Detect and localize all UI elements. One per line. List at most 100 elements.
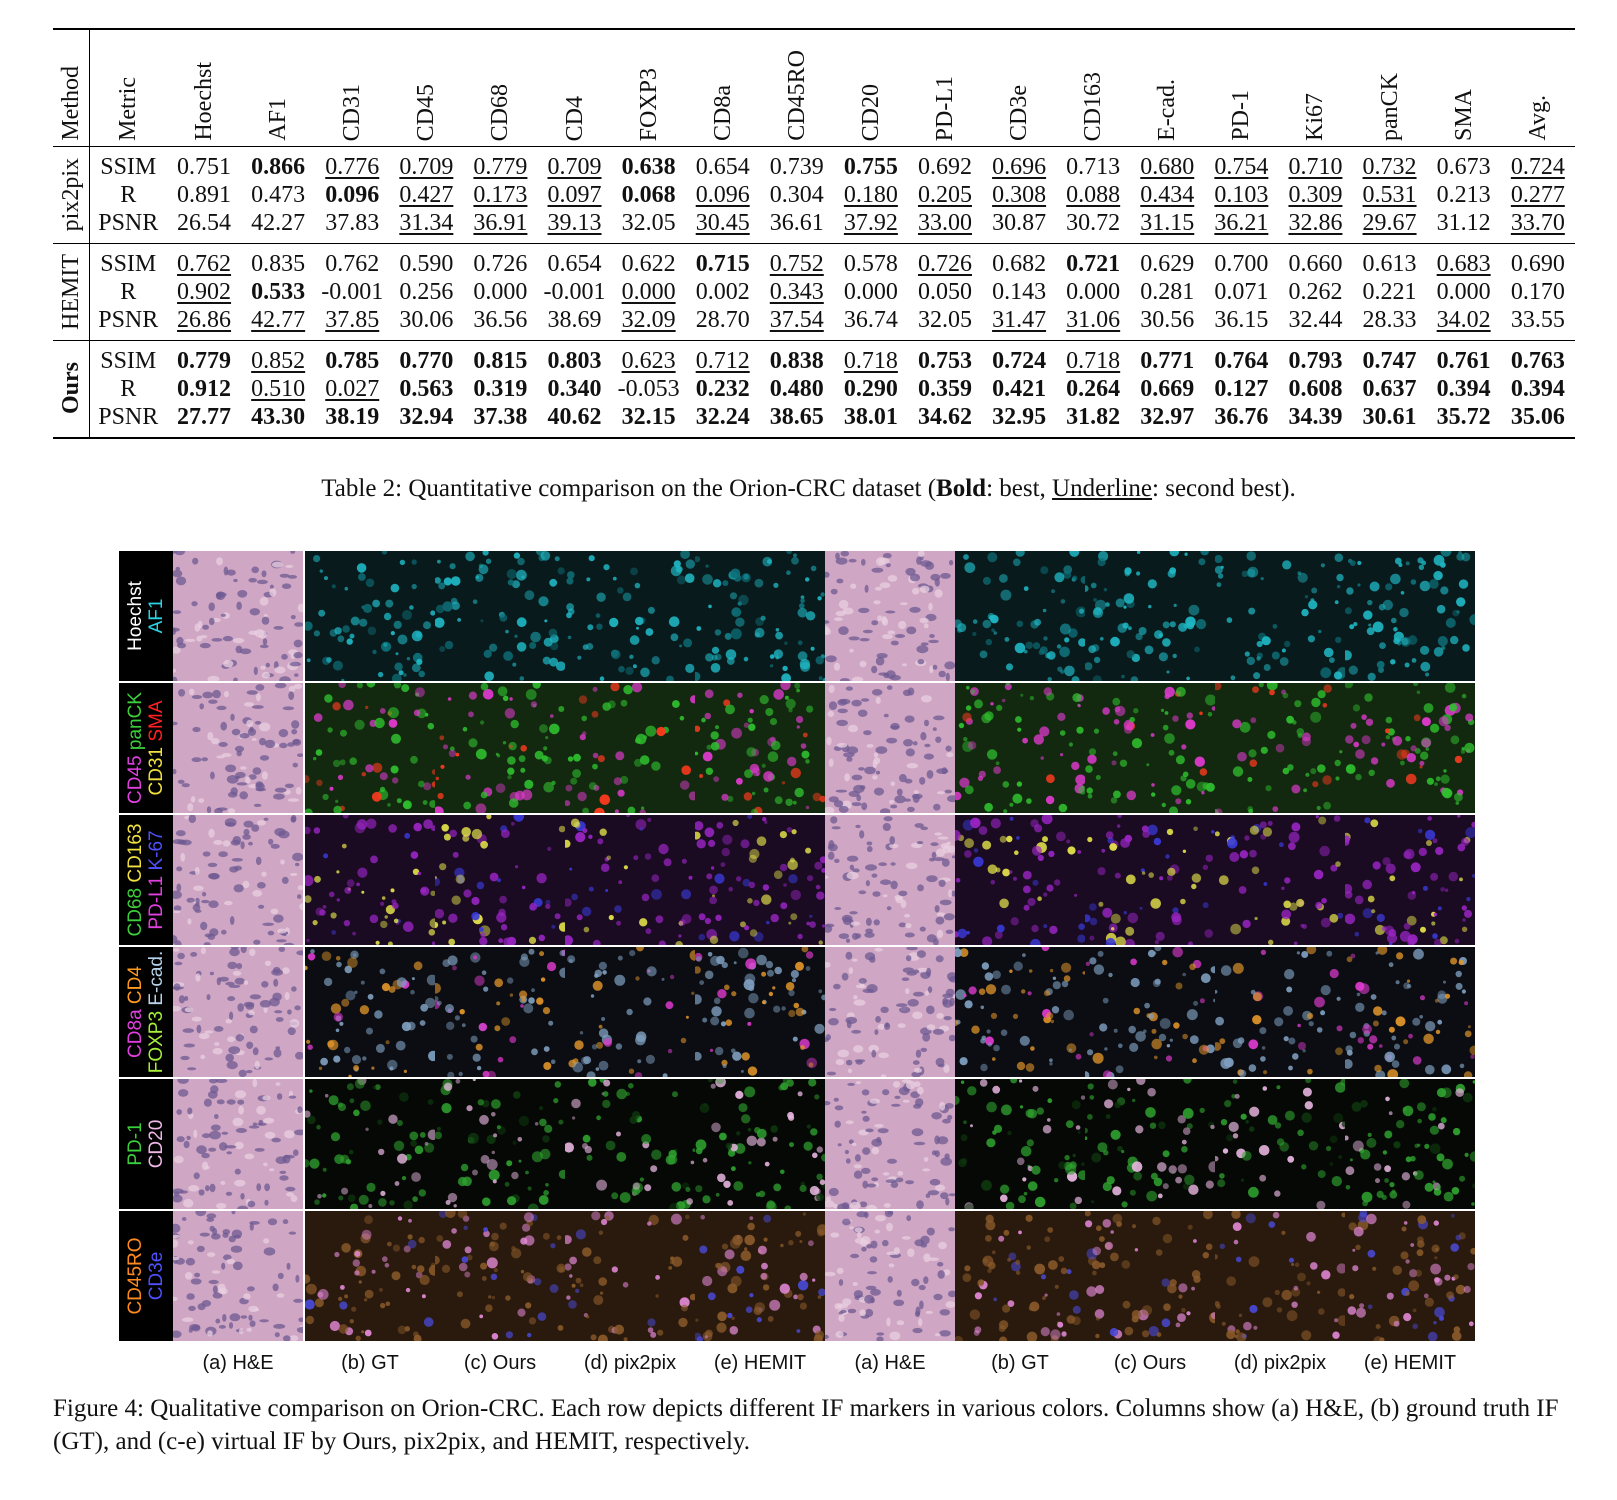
value-text: 0.000 <box>843 279 898 305</box>
value-text: 0.770 <box>399 348 454 374</box>
value-text: 0.473 <box>251 182 306 208</box>
value-text: 0.724 <box>1510 154 1565 180</box>
value-text: 0.394 <box>1436 376 1491 402</box>
value-cell: 0.000 <box>1056 278 1130 306</box>
header-sma: SMA <box>1427 29 1501 147</box>
value-text: 37.38 <box>473 404 528 430</box>
header-cd68: CD68 <box>463 29 537 147</box>
value-cell: 0.754 <box>1204 146 1279 181</box>
header-e-cad-: E-cad. <box>1130 29 1204 147</box>
pix2pix-if-image-tile <box>565 1211 695 1341</box>
value-cell: 0.277 <box>1501 181 1575 209</box>
value-cell: 0.000 <box>612 278 686 306</box>
value-text: 0.264 <box>1066 376 1121 402</box>
value-text: 0.170 <box>1510 279 1565 305</box>
figure-row: PD-1 CD20 <box>119 1079 1475 1209</box>
value-cell: 30.06 <box>389 306 463 341</box>
value-cell: 0.068 <box>612 181 686 209</box>
value-cell: 0.205 <box>908 181 982 209</box>
marker-label-line: PD-1 <box>125 1120 146 1169</box>
value-cell: 0.770 <box>389 340 464 375</box>
header-cd45ro: CD45RO <box>760 29 834 147</box>
value-text: -0.001 <box>321 279 384 305</box>
marker-label-line: CD3e <box>146 1237 167 1314</box>
value-cell: 38.69 <box>537 306 611 341</box>
value-cell: 0.071 <box>1204 278 1278 306</box>
value-cell: 0.256 <box>389 278 463 306</box>
column-header-text: PD-L1 <box>931 75 958 141</box>
gt-if-image-tile <box>955 947 1085 1077</box>
value-cell: 34.62 <box>908 403 982 438</box>
marker-name: PD-1 <box>125 1122 146 1166</box>
ours-if-image-tile <box>435 947 565 1077</box>
value-text: 0.143 <box>992 279 1047 305</box>
value-cell: 0.700 <box>1204 243 1279 278</box>
he-image-tile <box>825 683 955 813</box>
column-label: (a) H&E <box>202 1352 274 1374</box>
column-header-text: Hoechst <box>191 62 218 141</box>
value-text: 0.673 <box>1436 154 1491 180</box>
value-text: 0.755 <box>843 154 898 180</box>
value-text: 0.726 <box>917 251 972 277</box>
value-cell: 0.752 <box>759 243 834 278</box>
metric-cell: PSNR <box>98 404 159 430</box>
gt-if-image-tile <box>955 683 1085 813</box>
value-cell: 0.779 <box>167 340 242 375</box>
header-cd163: CD163 <box>1056 29 1130 147</box>
value-cell: 0.097 <box>537 181 611 209</box>
value-text: 39.13 <box>547 210 602 236</box>
he-image-tile <box>173 947 303 1077</box>
value-text: 0.221 <box>1362 279 1417 305</box>
value-cell: 0.762 <box>315 243 390 278</box>
value-text: 0.793 <box>1288 348 1343 374</box>
value-cell: 0.000 <box>463 278 537 306</box>
value-cell: 32.05 <box>908 306 982 341</box>
value-text: 43.30 <box>251 404 306 430</box>
ours-if-image-tile <box>1085 683 1215 813</box>
value-text: 37.83 <box>325 210 380 236</box>
value-text: 0.779 <box>177 348 232 374</box>
header-cd8a: CD8a <box>686 29 760 147</box>
value-text: 0.912 <box>177 376 232 402</box>
hemit-if-image-tile <box>695 815 825 945</box>
table-row: PSNR 26.54 42.27 37.83 31.34 36.91 39.13 32.05 3… <box>53 209 1575 244</box>
hemit-if-image-tile <box>1345 947 1475 1077</box>
column-header-text: CD68 <box>487 83 514 141</box>
value-text: 36.74 <box>843 307 898 333</box>
value-cell: 0.753 <box>907 340 983 375</box>
he-image-tile <box>825 1079 955 1209</box>
value-text: 0.000 <box>1066 279 1121 305</box>
gt-if-image-tile <box>305 947 435 1077</box>
marker-name: CD31 <box>146 746 167 796</box>
value-text: -0.053 <box>617 376 680 402</box>
results-table: Method Metric Hoechst AF1 CD31 CD45 CD68 CD4 FOX… <box>53 28 1575 439</box>
value-text: 40.62 <box>547 404 602 430</box>
value-cell: 32.24 <box>686 403 760 438</box>
marker-label-line: CD45 panCK <box>125 692 146 804</box>
value-text: 0.721 <box>1066 251 1121 277</box>
metric-cell: PSNR <box>98 210 159 236</box>
value-cell: 32.95 <box>982 403 1056 438</box>
value-text: 0.533 <box>251 279 306 305</box>
row-marker-label: CD45 panCK CD31 SMA <box>119 683 173 813</box>
value-text: 30.61 <box>1362 404 1417 430</box>
value-cell: 0.762 <box>167 243 242 278</box>
gt-if-image-tile <box>955 1211 1085 1341</box>
value-cell: 35.06 <box>1501 403 1575 438</box>
value-cell: 0.629 <box>1130 243 1205 278</box>
header-cd31: CD31 <box>315 29 389 147</box>
value-text: 36.61 <box>769 210 824 236</box>
value-cell: 0.531 <box>1353 181 1427 209</box>
value-text: 0.623 <box>621 348 676 374</box>
hemit-if-image-tile <box>1345 1079 1475 1209</box>
value-cell: 0.088 <box>1056 181 1130 209</box>
value-text: 0.427 <box>399 182 454 208</box>
ours-if-image-tile <box>1085 551 1215 681</box>
value-cell: 0.027 <box>315 375 389 403</box>
value-text: 0.000 <box>621 279 676 305</box>
value-cell: 0.724 <box>1500 146 1575 181</box>
value-text: 33.55 <box>1510 307 1565 333</box>
marker-name: AF1 <box>146 598 167 634</box>
value-cell: 37.92 <box>834 209 908 244</box>
value-cell: 0.590 <box>389 243 464 278</box>
